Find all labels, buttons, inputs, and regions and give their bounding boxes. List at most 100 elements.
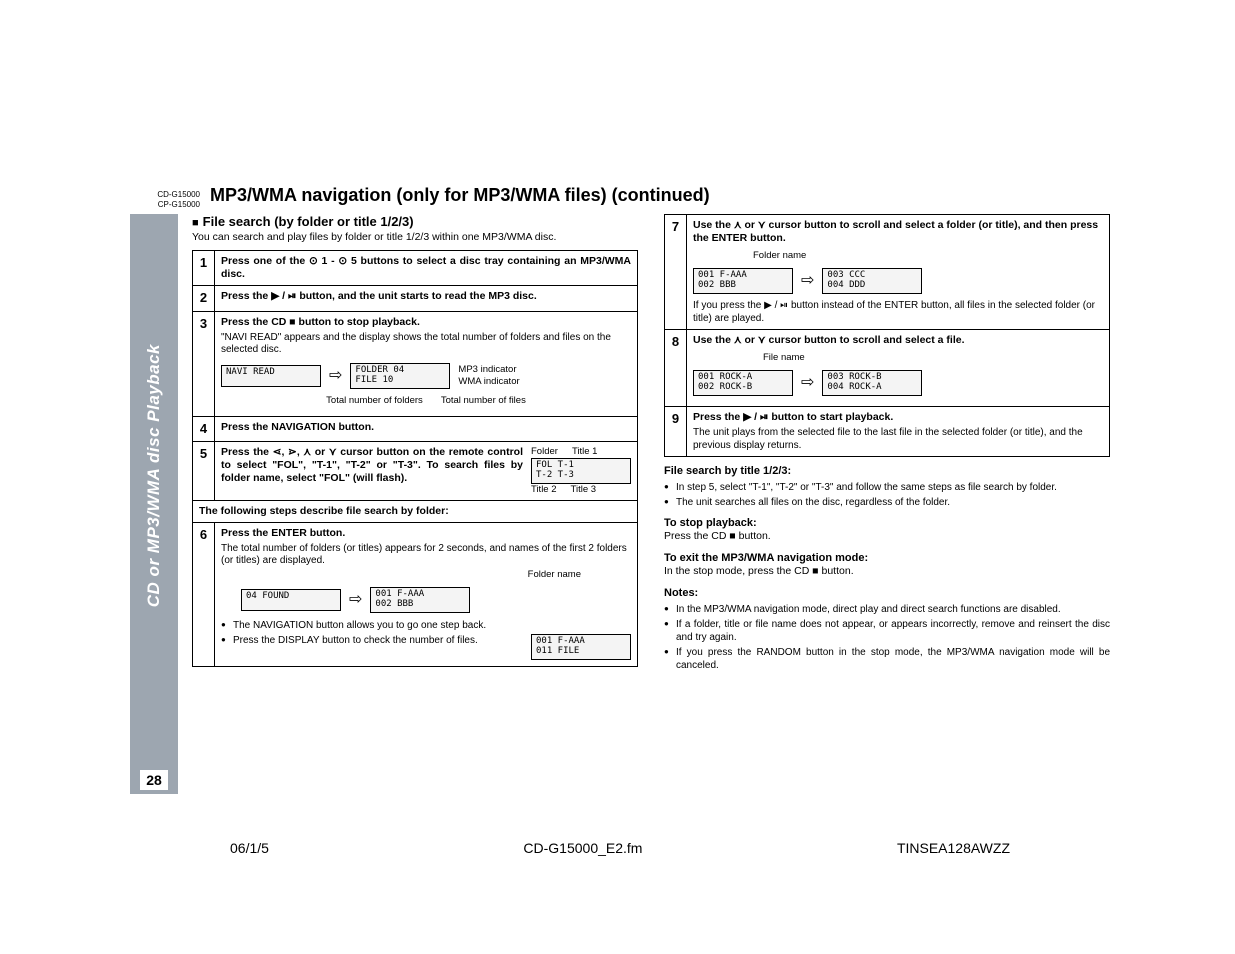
step-8: 8 Use the ⋏ or ⋎ cursor button to scroll… [665, 330, 1110, 407]
label-file-name: File name [763, 352, 805, 363]
section-heading: ■ File search (by folder or title 1/2/3) [192, 214, 638, 229]
steps-table-right: 7 Use the ⋏ or ⋎ cursor button to scroll… [664, 214, 1110, 457]
step-num: 3 [193, 311, 215, 416]
stop-text: Press the CD ■ button. [664, 530, 1110, 544]
model-labels: CD-G15000 CP-G15000 [130, 190, 200, 209]
footer-code: TINSEA128AWZZ [897, 840, 1010, 856]
display-line: 004 ROCK-A [827, 383, 917, 393]
note-1: In the MP3/WMA navigation mode, direct p… [664, 603, 1110, 616]
content-area: CD or MP3/WMA disc Playback 28 ■File sea… [130, 214, 1110, 794]
model-2: CP-G15000 [130, 200, 200, 210]
arrow-icon: ⇨ [329, 366, 342, 386]
step-subtext: The unit plays from the selected file to… [693, 427, 1103, 452]
step-9: 9 Press the ▶ / ⏯ button to start playba… [665, 407, 1110, 457]
step-num: 2 [193, 286, 215, 311]
display-line: FILE 10 [355, 376, 445, 386]
followup-row: The following steps describe file search… [193, 500, 638, 522]
fsbt-bullet-1: In step 5, select "T-1", "T-2" or "T-3" … [664, 481, 1110, 494]
step-7: 7 Use the ⋏ or ⋎ cursor button to scroll… [665, 215, 1110, 330]
side-tab-label: CD or MP3/WMA disc Playback [144, 344, 164, 607]
step-num: 5 [193, 442, 215, 501]
page-footer: 06/1/5 CD-G15000_E2.fm TINSEA128AWZZ [130, 840, 1110, 856]
label-folder-name: Folder name [753, 250, 806, 261]
square-bullet-icon: ■ [192, 217, 199, 229]
step-text: Press one of the ⊙ 1 - ⊙ 5 buttons to se… [221, 255, 631, 280]
step-text: Press the CD ■ button to stop playback. [221, 316, 420, 328]
steps-table-left: 1 Press one of the ⊙ 1 - ⊙ 5 buttons to … [192, 250, 638, 667]
display-line: 002 ROCK-B [698, 383, 788, 393]
step-6: 6 Press the ENTER button. The total numb… [193, 522, 638, 666]
bullet-text: Press the DISPLAY button to check the nu… [233, 634, 523, 647]
lcd-display: FOL T-1 T-2 T-3 [531, 458, 631, 484]
step-num: 4 [193, 416, 215, 441]
label-t2: Title 2 [531, 484, 557, 496]
display-line: 011 FILE [536, 647, 626, 657]
step-3: 3 Press the CD ■ button to stop playback… [193, 311, 638, 416]
step-num: 8 [665, 330, 687, 407]
fsbt-heading: File search by title 1/2/3: [664, 465, 1110, 477]
page-number: 28 [140, 770, 168, 790]
lcd-display: NAVI READ [221, 365, 321, 387]
step-text: Use the ⋏ or ⋎ cursor button to scroll a… [693, 334, 965, 346]
arrow-icon: ⇨ [801, 373, 814, 393]
step-2: 2 Press the ▶ / ⏯ button, and the unit s… [193, 286, 638, 311]
step-subtext: The total number of folders (or titles) … [221, 543, 631, 568]
columns: ■File search (by folder or title 1/2/3) … [178, 214, 1110, 794]
lcd-display: 001 F-AAA 011 FILE [531, 634, 631, 660]
annotations: MP3 indicator WMA indicator [458, 364, 519, 387]
label-folder-name: Folder name [528, 569, 581, 580]
exit-text: In the stop mode, press the CD ■ button. [664, 565, 1110, 579]
step-num: 9 [665, 407, 687, 457]
anno-folders: Total number of folders [326, 395, 423, 406]
lcd-display: FOLDER 04 FILE 10 [350, 363, 450, 389]
right-column: 7 Use the ⋏ or ⋎ cursor button to scroll… [664, 214, 1110, 794]
exit-heading: To exit the MP3/WMA navigation mode: [664, 552, 1110, 564]
footer-file: CD-G15000_E2.fm [523, 840, 642, 856]
stop-heading: To stop playback: [664, 517, 1110, 529]
step-num: 1 [193, 251, 215, 286]
label-folder: Folder [531, 446, 558, 458]
arrow-icon: ⇨ [801, 271, 814, 291]
label-t3: Title 3 [571, 484, 597, 496]
manual-page: CD-G15000 CP-G15000 MP3/WMA navigation (… [130, 185, 1110, 794]
step-4: 4 Press the NAVIGATION button. [193, 416, 638, 441]
step-num: 7 [665, 215, 687, 330]
anno-mp3: MP3 indicator [458, 364, 519, 375]
display-line: 002 BBB [375, 600, 465, 610]
bullet-display: Press the DISPLAY button to check the nu… [221, 634, 631, 660]
anno-files: Total number of files [441, 395, 526, 406]
step-text: Press the ▶ / ⏯ button to start playback… [693, 411, 893, 423]
step-text: Press the NAVIGATION button. [221, 421, 374, 433]
step-text: Press the ⋖, ⋗, ⋏ or ⋎ cursor button on … [221, 446, 523, 485]
followup-text: The following steps describe file search… [199, 505, 449, 517]
page-title: MP3/WMA navigation (only for MP3/WMA fil… [210, 185, 1110, 206]
lcd-display: 001 ROCK-A 002 ROCK-B [693, 370, 793, 396]
model-1: CD-G15000 [130, 190, 200, 200]
section-heading-text: File search (by folder or title 1/2/3) [203, 214, 414, 229]
step-text: Use the ⋏ or ⋎ cursor button to scroll a… [693, 219, 1098, 244]
fsbt-bullet-2: The unit searches all files on the disc,… [664, 496, 1110, 509]
footer-date: 06/1/5 [230, 840, 269, 856]
step-text: Press the ▶ / ⏯ button, and the unit sta… [221, 290, 537, 302]
display-line: T-2 T-3 [536, 471, 626, 481]
lcd-display: 003 CCC 004 DDD [822, 268, 922, 294]
step-num: 6 [193, 522, 215, 666]
note-2: If a folder, title or file name does not… [664, 618, 1110, 644]
section-intro: You can search and play files by folder … [192, 231, 638, 244]
note-3: If you press the RANDOM button in the st… [664, 646, 1110, 672]
anno-wma: WMA indicator [458, 376, 519, 387]
display-line: 004 DDD [827, 281, 917, 291]
lcd-display: 001 F-AAA 002 BBB [370, 587, 470, 613]
left-column: ■File search (by folder or title 1/2/3) … [192, 214, 638, 794]
bullet-nav: The NAVIGATION button allows you to go o… [221, 619, 631, 632]
step-subtext: "NAVI READ" appears and the display show… [221, 332, 631, 357]
step-text: Press the ENTER button. [221, 527, 345, 539]
display-line: 002 BBB [698, 281, 788, 291]
notes-heading: Notes: [664, 587, 1110, 599]
lcd-display: 001 F-AAA 002 BBB [693, 268, 793, 294]
step-1: 1 Press one of the ⊙ 1 - ⊙ 5 buttons to … [193, 251, 638, 286]
label-t1: Title 1 [572, 446, 598, 458]
lcd-display: 003 ROCK-B 004 ROCK-A [822, 370, 922, 396]
step-note: If you press the ▶ / ⏯ button instead of… [693, 300, 1103, 325]
lcd-display: 04 FOUND [241, 589, 341, 611]
